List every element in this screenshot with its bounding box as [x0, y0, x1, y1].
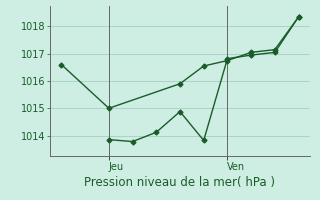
X-axis label: Pression niveau de la mer( hPa ): Pression niveau de la mer( hPa )	[84, 176, 276, 189]
